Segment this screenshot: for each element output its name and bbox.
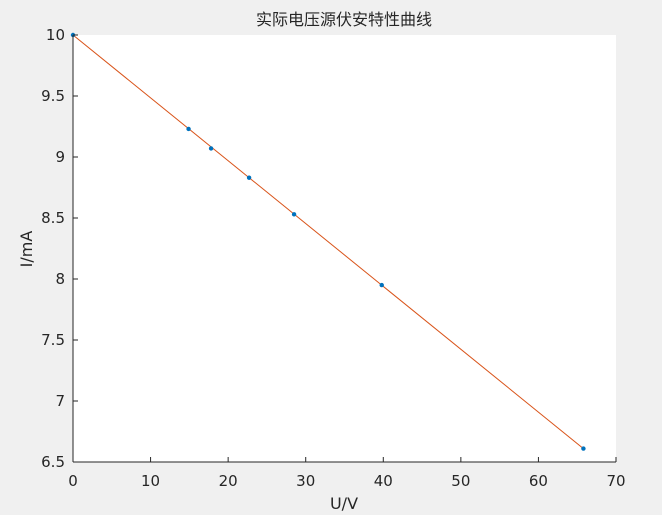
y-tick-label: 10 — [46, 26, 65, 44]
y-tick-label: 7 — [55, 392, 65, 410]
y-tick-label: 9.5 — [41, 87, 65, 105]
x-axis-label: U/V — [330, 494, 358, 513]
x-tick-label: 70 — [606, 472, 625, 490]
chart-title: 实际电压源伏安特性曲线 — [256, 10, 432, 29]
y-tick-label: 7.5 — [41, 331, 65, 349]
data-point — [208, 146, 214, 151]
data-point — [379, 282, 384, 288]
x-tick-label: 50 — [451, 472, 470, 490]
x-tick-label: 30 — [296, 472, 315, 490]
axis-layer: 0 10 20 30 40 50 60 70 6.5 7 7.5 8 8.5 9 9.5 10 — [41, 26, 625, 490]
data-point — [246, 175, 252, 180]
y-tick-label: 6.5 — [41, 453, 65, 471]
marks-layer — [70, 32, 586, 451]
data-point — [186, 126, 191, 132]
y-axis-label: I/mA — [17, 231, 36, 268]
x-tick-label: 40 — [374, 472, 393, 490]
fit-line — [72, 34, 584, 449]
x-tick-label: 20 — [219, 472, 238, 490]
axes-background — [73, 35, 616, 462]
x-tick-label: 10 — [141, 472, 160, 490]
data-point — [581, 446, 586, 451]
y-tick-label: 8.5 — [41, 209, 65, 227]
x-tick-label: 0 — [68, 472, 78, 490]
data-point — [291, 212, 297, 217]
y-tick-label: 8 — [55, 270, 65, 288]
x-tick-label: 60 — [529, 472, 548, 490]
y-tick-label: 9 — [55, 148, 65, 166]
